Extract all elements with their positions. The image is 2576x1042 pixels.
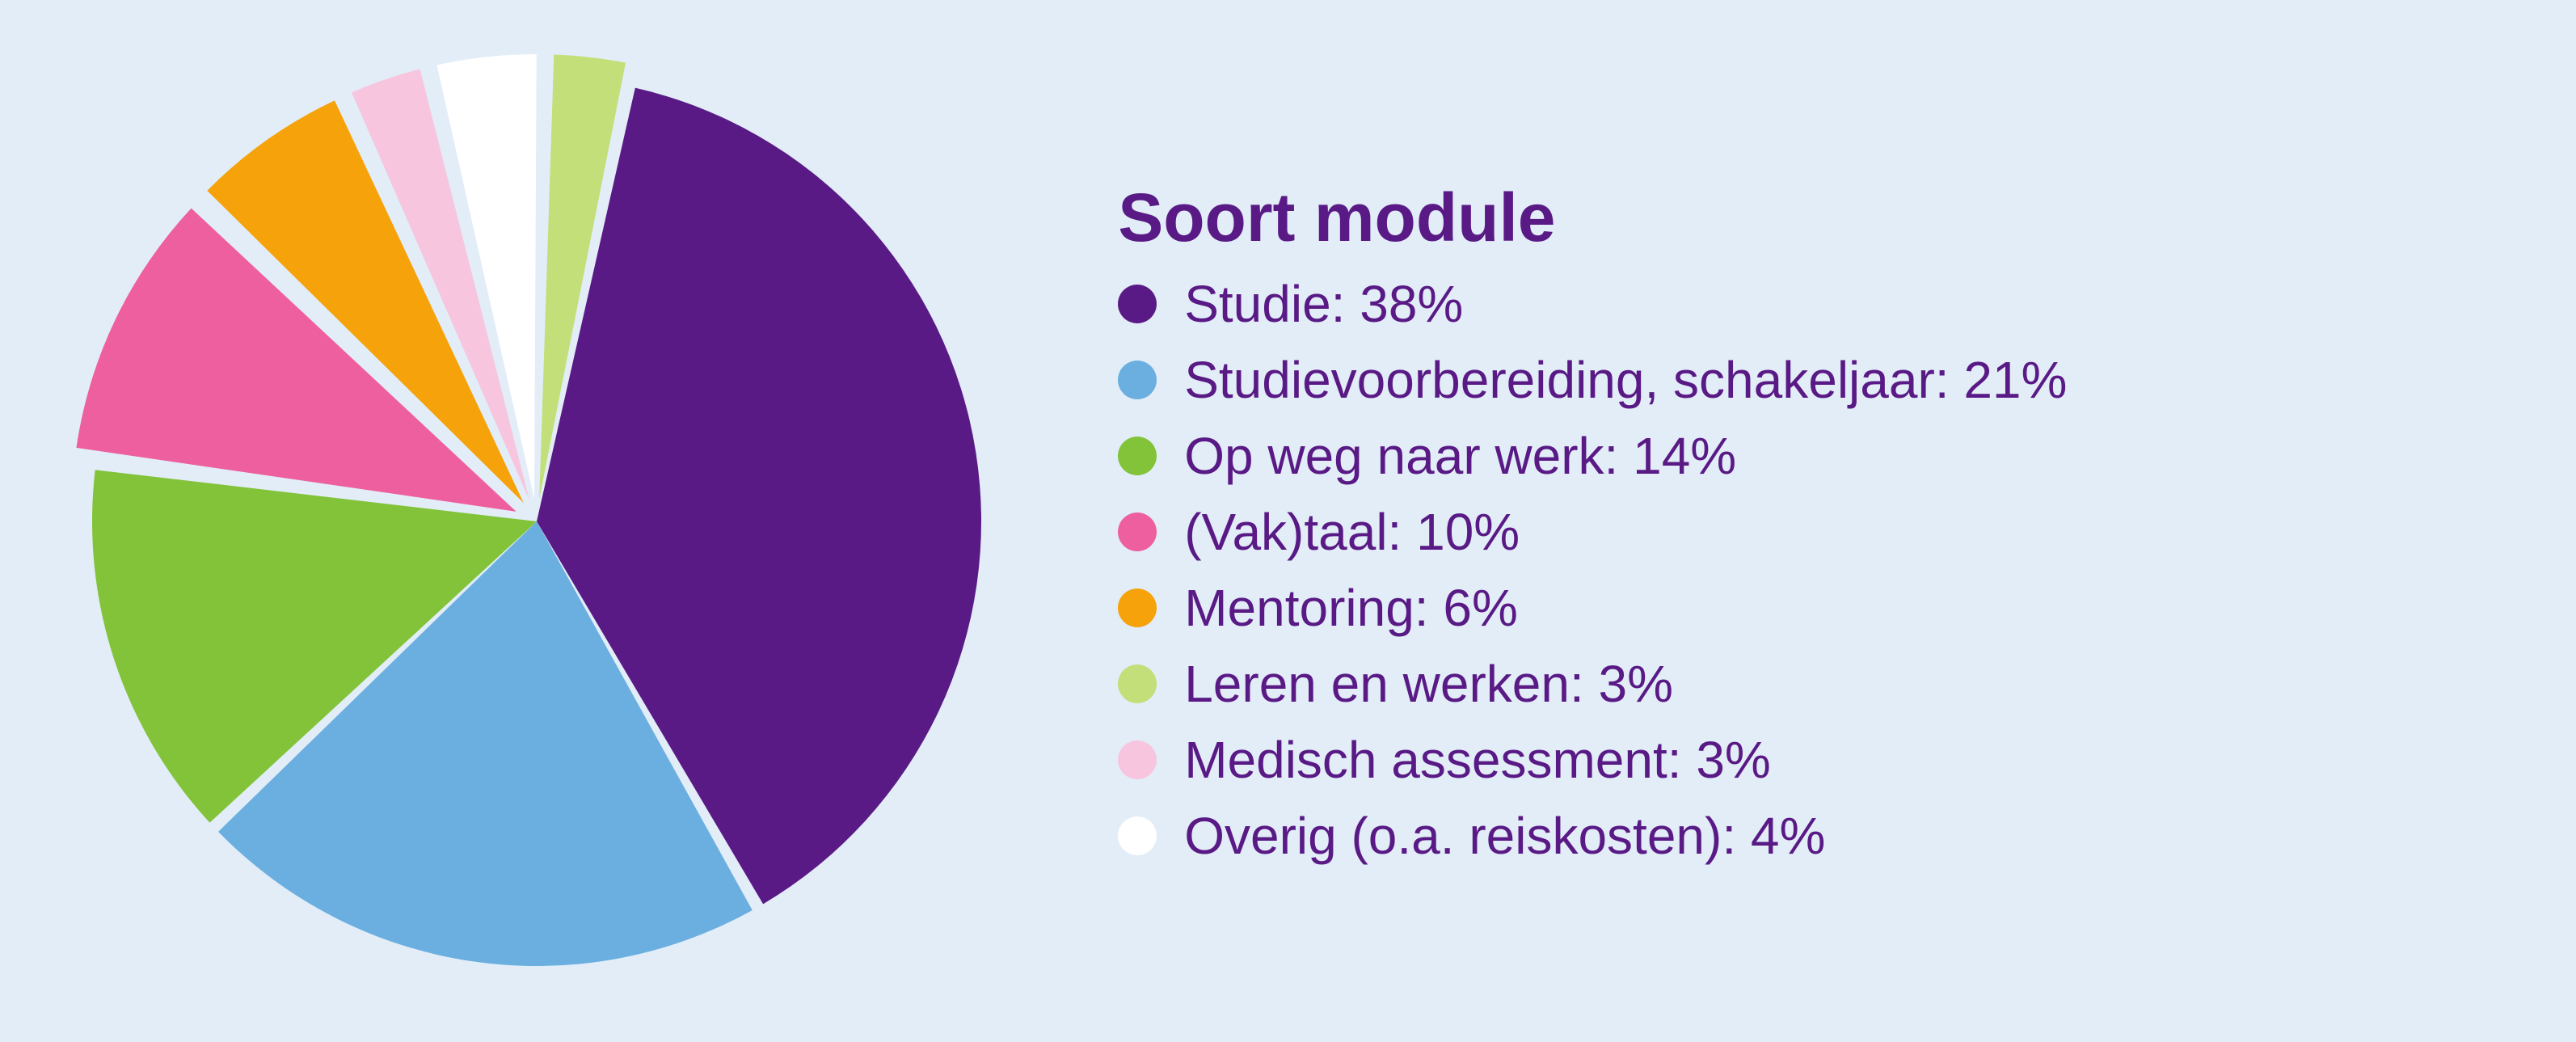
legend-label: Leren en werken: 3% — [1184, 658, 1673, 710]
legend-label: Medisch assessment: 3% — [1184, 734, 1771, 786]
legend-item: Overig (o.a. reiskosten): 4% — [1118, 810, 2498, 862]
legend-swatch — [1118, 664, 1157, 703]
legend-swatch — [1118, 285, 1157, 323]
pie-chart-svg — [65, 49, 1009, 993]
legend-item: Leren en werken: 3% — [1118, 658, 2498, 710]
legend-label: Studie: 38% — [1184, 278, 1463, 330]
legend-swatch — [1118, 513, 1157, 551]
legend-title: Soort module — [1118, 180, 2498, 255]
legend-item: Op weg naar werk: 14% — [1118, 430, 2498, 482]
legend-item: Mentoring: 6% — [1118, 582, 2498, 634]
legend-swatch — [1118, 361, 1157, 399]
legend-item: Studie: 38% — [1118, 278, 2498, 330]
legend-label: Studievoorbereiding, schakeljaar: 21% — [1184, 354, 2067, 406]
chart-container: Soort module Studie: 38% Studievoorbereid… — [0, 0, 2576, 1042]
pie-chart — [65, 49, 1009, 993]
legend-swatch — [1118, 437, 1157, 475]
legend-swatch — [1118, 816, 1157, 855]
legend-label: Op weg naar werk: 14% — [1184, 430, 1736, 482]
legend-list: Studie: 38% Studievoorbereiding, schakelj… — [1118, 278, 2498, 862]
legend-swatch — [1118, 588, 1157, 627]
legend-item: (Vak)taal: 10% — [1118, 506, 2498, 558]
legend-label: Overig (o.a. reiskosten): 4% — [1184, 810, 1825, 862]
legend: Soort module Studie: 38% Studievoorbereid… — [1118, 180, 2498, 863]
legend-label: Mentoring: 6% — [1184, 582, 1518, 634]
legend-label: (Vak)taal: 10% — [1184, 506, 1520, 558]
legend-item: Medisch assessment: 3% — [1118, 734, 2498, 786]
legend-swatch — [1118, 740, 1157, 779]
legend-item: Studievoorbereiding, schakeljaar: 21% — [1118, 354, 2498, 406]
